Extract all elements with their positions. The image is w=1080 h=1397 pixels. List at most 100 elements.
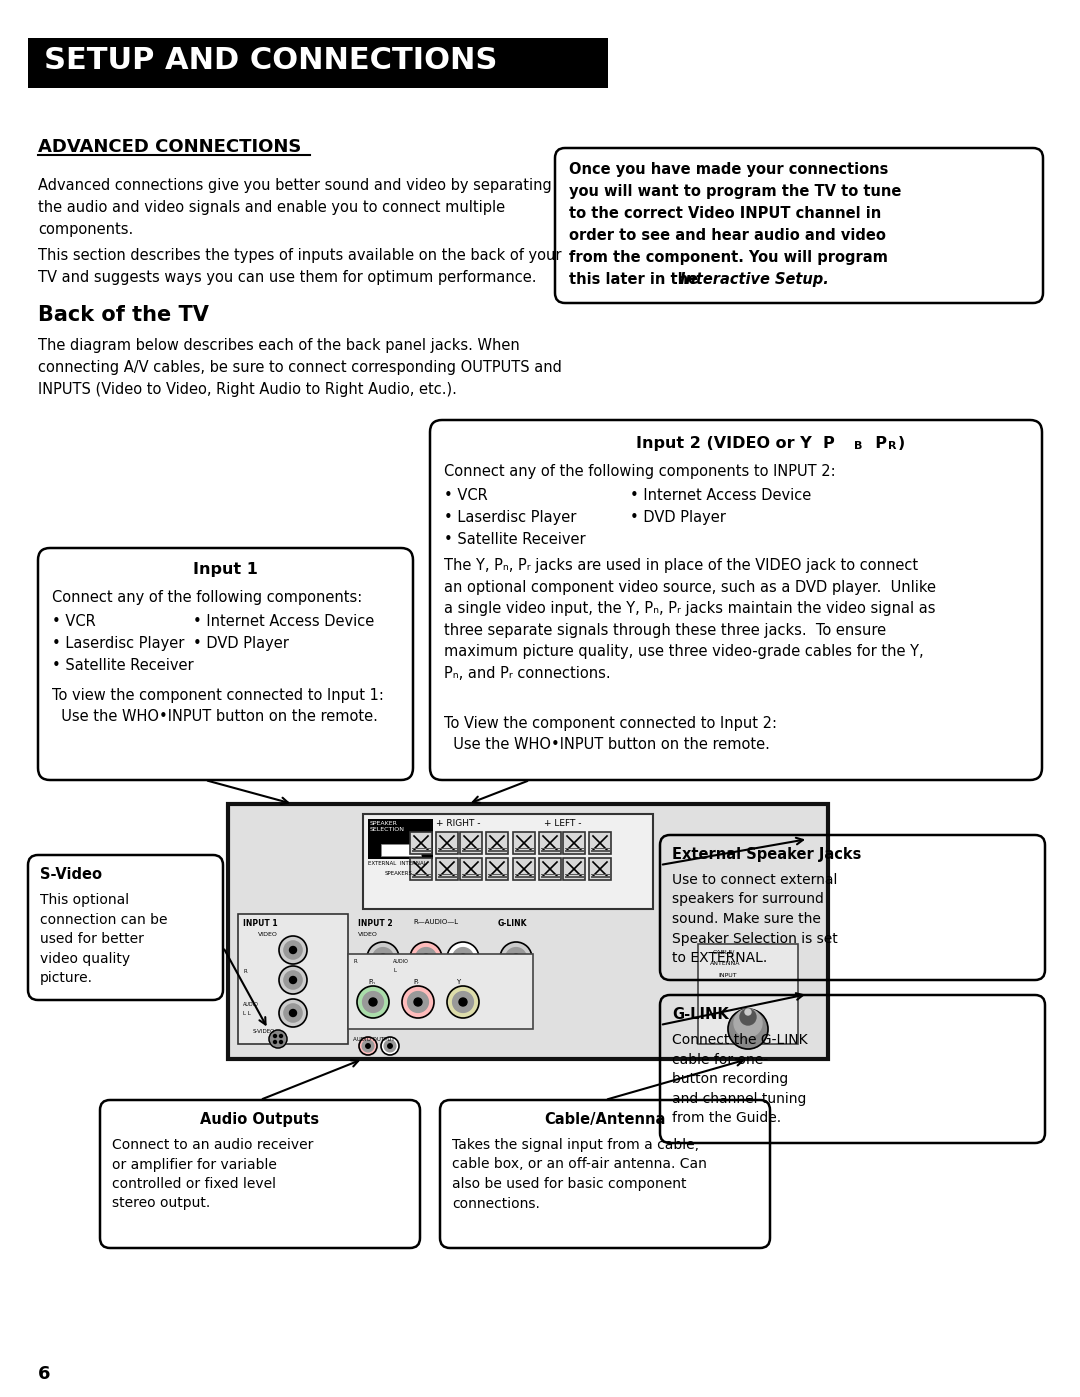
Bar	[563, 833, 585, 854]
Text: R: R	[888, 441, 896, 451]
Circle shape	[447, 986, 480, 1018]
Text: AUDIO: AUDIO	[243, 1002, 259, 1007]
Text: R: R	[243, 970, 246, 974]
Circle shape	[500, 942, 532, 974]
Text: to the correct Video INPUT channel in: to the correct Video INPUT channel in	[569, 205, 881, 221]
Text: EXTERNAL  INTERNAL: EXTERNAL INTERNAL	[368, 861, 427, 866]
Circle shape	[745, 1009, 751, 1016]
Bar	[28, 38, 608, 88]
Text: • Laserdisc Player: • Laserdisc Player	[444, 510, 577, 525]
Text: B: B	[854, 441, 862, 451]
Bar	[698, 944, 798, 1044]
Text: INPUT 2: INPUT 2	[357, 919, 393, 928]
Text: G-LINK: G-LINK	[672, 1007, 729, 1023]
Bar	[460, 833, 482, 854]
Text: This optional
connection can be
used for better
video quality
picture.: This optional connection can be used for…	[40, 893, 167, 985]
Circle shape	[289, 947, 297, 954]
Circle shape	[740, 1009, 756, 1025]
Bar	[348, 954, 534, 1030]
Text: • DVD Player: • DVD Player	[630, 510, 726, 525]
Text: S-Video: S-Video	[40, 868, 102, 882]
Text: Y: Y	[456, 979, 460, 985]
Text: Input 2 (VIDEO or Y  P: Input 2 (VIDEO or Y P	[636, 436, 835, 451]
Text: L: L	[393, 968, 396, 972]
Text: The diagram below describes each of the back panel jacks. When
connecting A/V ca: The diagram below describes each of the …	[38, 338, 562, 397]
Text: ADVANCED CONNECTIONS: ADVANCED CONNECTIONS	[38, 138, 301, 156]
Text: Advanced connections give you better sound and video by separating
the audio and: Advanced connections give you better sou…	[38, 177, 552, 237]
Circle shape	[388, 1044, 392, 1048]
Text: R: R	[353, 958, 356, 964]
Bar	[410, 833, 432, 854]
Circle shape	[734, 1009, 762, 1037]
Text: P: P	[864, 436, 887, 451]
Bar	[410, 858, 432, 880]
Circle shape	[284, 971, 302, 989]
Text: Use to connect external
speakers for surround
sound. Make sure the
Speaker Selec: Use to connect external speakers for sur…	[672, 873, 838, 965]
Circle shape	[284, 1004, 302, 1023]
Circle shape	[416, 947, 436, 968]
Text: • DVD Player: • DVD Player	[193, 636, 288, 651]
Bar	[589, 858, 611, 880]
Text: Connect to an audio receiver
or amplifier for variable
controlled or fixed level: Connect to an audio receiver or amplifie…	[112, 1139, 313, 1210]
Text: R—AUDIO—L: R—AUDIO—L	[413, 919, 458, 925]
Circle shape	[410, 942, 442, 974]
Text: G-LINK: G-LINK	[498, 919, 527, 928]
Text: AUDIO OUTPUT: AUDIO OUTPUT	[353, 1037, 394, 1042]
Text: Pₙ: Pₙ	[368, 979, 375, 985]
Text: To View the component connected to Input 2:
  Use the WHO•INPUT button on the re: To View the component connected to Input…	[444, 717, 777, 752]
Circle shape	[379, 954, 387, 963]
Circle shape	[367, 942, 399, 974]
Circle shape	[363, 992, 383, 1013]
Text: Audio Outputs: Audio Outputs	[201, 1112, 320, 1127]
Bar	[436, 858, 458, 880]
Text: 6: 6	[38, 1365, 51, 1383]
Text: INPUT: INPUT	[718, 972, 737, 978]
Text: + RIGHT -: + RIGHT -	[435, 819, 481, 828]
Circle shape	[279, 965, 307, 995]
Text: The Y, Pₙ, Pᵣ jacks are used in place of the VIDEO jack to connect
an optional c: The Y, Pₙ, Pᵣ jacks are used in place of…	[444, 557, 936, 680]
Text: This section describes the types of inputs available on the back of your
TV and : This section describes the types of inpu…	[38, 249, 562, 285]
Text: AUDIO: AUDIO	[393, 958, 409, 964]
Text: External Speaker Jacks: External Speaker Jacks	[672, 847, 862, 862]
Bar	[513, 833, 535, 854]
Text: • Satellite Receiver: • Satellite Receiver	[444, 532, 585, 548]
Text: SPEAKERS: SPEAKERS	[384, 870, 413, 876]
Text: • Internet Access Device: • Internet Access Device	[193, 615, 375, 629]
Circle shape	[369, 997, 377, 1006]
Circle shape	[279, 936, 307, 964]
Text: SETUP AND CONNECTIONS: SETUP AND CONNECTIONS	[44, 46, 498, 75]
Text: • VCR: • VCR	[444, 488, 488, 503]
Circle shape	[459, 954, 467, 963]
Circle shape	[269, 1030, 287, 1048]
Circle shape	[273, 1041, 276, 1044]
Bar	[363, 814, 653, 909]
Circle shape	[289, 1010, 297, 1017]
Circle shape	[279, 999, 307, 1027]
Bar	[436, 833, 458, 854]
Text: from the component. You will program: from the component. You will program	[569, 250, 888, 265]
Circle shape	[422, 954, 430, 963]
Text: SPEAKER
SELECTION: SPEAKER SELECTION	[370, 821, 405, 833]
Circle shape	[414, 997, 422, 1006]
Circle shape	[505, 947, 526, 968]
Text: Interactive Setup.: Interactive Setup.	[679, 272, 828, 286]
Circle shape	[280, 1035, 283, 1038]
Text: Takes the signal input from a cable,
cable box, or an off-air antenna. Can
also : Takes the signal input from a cable, cab…	[453, 1139, 707, 1210]
Circle shape	[366, 1044, 370, 1048]
Text: this later in the: this later in the	[569, 272, 703, 286]
Text: CABLE/: CABLE/	[713, 949, 735, 954]
Text: S-VIDEO: S-VIDEO	[253, 1030, 275, 1034]
Bar	[381, 844, 421, 856]
Text: L L: L L	[243, 1011, 251, 1016]
Circle shape	[381, 1037, 399, 1055]
Text: VIDEO: VIDEO	[258, 932, 278, 937]
Bar	[228, 805, 828, 1059]
Circle shape	[459, 997, 467, 1006]
Circle shape	[402, 986, 434, 1018]
Text: + LEFT -: + LEFT -	[544, 819, 582, 828]
Circle shape	[280, 1041, 283, 1044]
Circle shape	[273, 1035, 276, 1038]
Circle shape	[384, 1041, 396, 1052]
Circle shape	[357, 986, 389, 1018]
Circle shape	[362, 1041, 374, 1052]
